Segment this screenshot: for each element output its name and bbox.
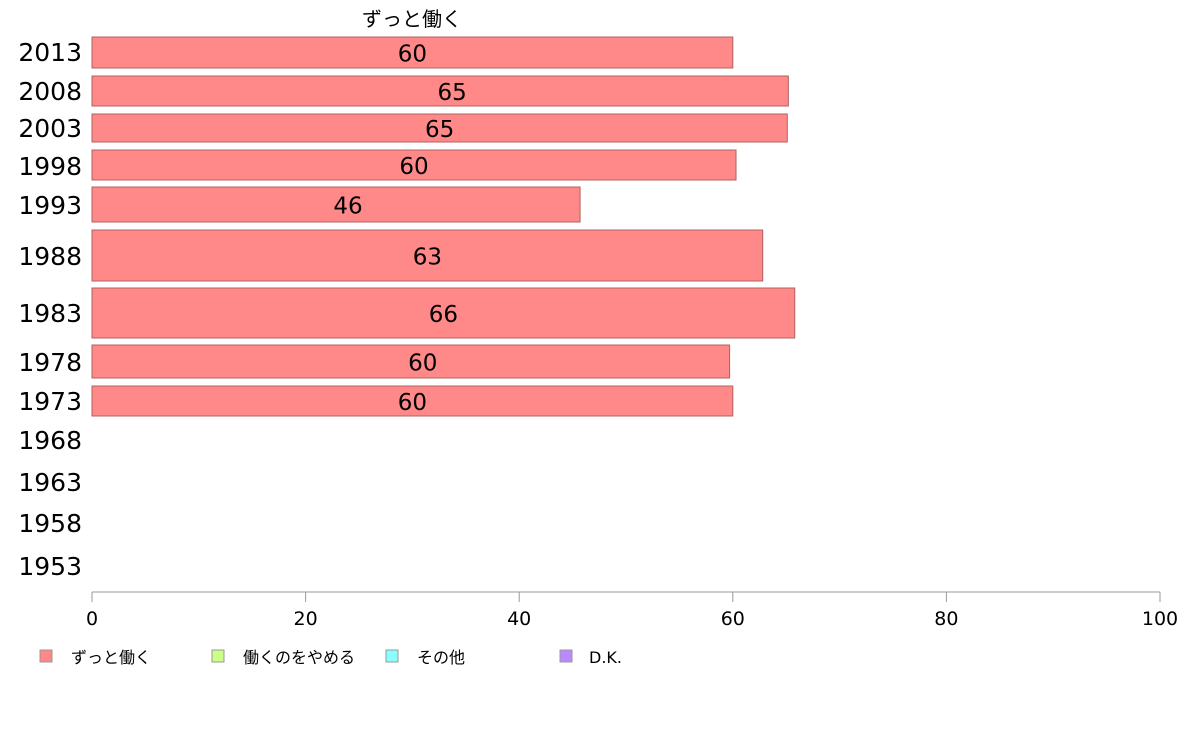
bar-value-label: 65: [438, 80, 467, 106]
chart-title: ずっと働く: [362, 7, 462, 31]
bar-value-label: 66: [429, 302, 458, 328]
x-tick-label: 60: [721, 608, 745, 630]
bar: [91, 149, 737, 181]
bar-value-label: 60: [398, 390, 427, 416]
legend-swatch: [385, 649, 399, 663]
legend-swatch: [39, 649, 53, 663]
bar: [91, 385, 734, 417]
legend-label: D.K.: [589, 648, 622, 667]
legend-label: 働くのをやめる: [243, 648, 355, 667]
x-tick-label: 0: [86, 608, 98, 630]
bar-value-label: 60: [408, 351, 437, 377]
bar-value-label: 46: [333, 194, 362, 220]
bar-value-label: 63: [413, 245, 442, 271]
category-label: 1993: [18, 191, 82, 220]
x-tick-label: 40: [507, 608, 531, 630]
category-label: 2008: [18, 77, 82, 106]
bar-value-label: 60: [398, 42, 427, 68]
legend-swatch: [559, 649, 573, 663]
bar: [91, 287, 796, 339]
category-label: 1988: [18, 242, 82, 271]
bar: [91, 113, 788, 143]
category-label: 1963: [18, 468, 82, 497]
category-label: 1953: [18, 552, 82, 581]
category-label: 1983: [18, 299, 82, 328]
legend-label: その他: [417, 648, 465, 667]
legend-swatch: [211, 649, 225, 663]
legend-label: ずっと働く: [71, 648, 151, 667]
bar: [91, 186, 581, 223]
category-label: 1973: [18, 387, 82, 416]
category-label: 1978: [18, 348, 82, 377]
category-label: 2013: [18, 38, 82, 67]
bar: [91, 229, 764, 282]
bar-value-label: 65: [425, 117, 454, 143]
category-label: 2003: [18, 114, 82, 143]
bar: [91, 75, 789, 107]
category-label: 1968: [18, 426, 82, 455]
x-tick-label: 80: [934, 608, 958, 630]
category-label: 1998: [18, 152, 82, 181]
bar: [91, 344, 731, 379]
category-label: 1958: [18, 509, 82, 538]
bar-value-label: 60: [399, 154, 428, 180]
x-tick-label: 20: [294, 608, 318, 630]
x-tick-label: 100: [1142, 608, 1178, 630]
bar: [91, 36, 734, 69]
